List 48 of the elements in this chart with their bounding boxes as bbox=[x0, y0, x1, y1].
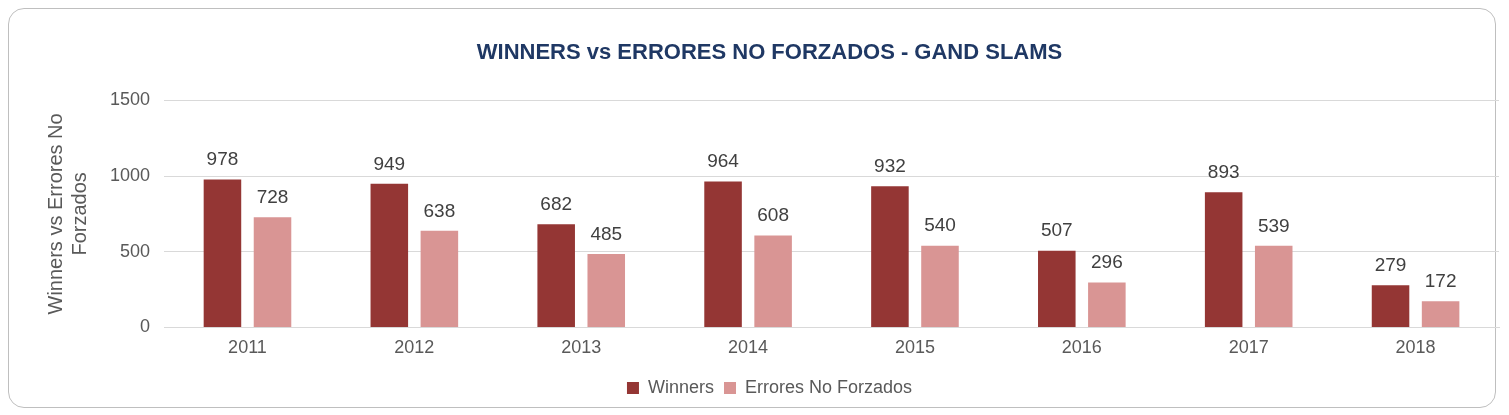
data-label: 964 bbox=[707, 150, 740, 172]
data-label: 949 bbox=[373, 152, 406, 174]
bar bbox=[704, 181, 742, 327]
bar bbox=[1254, 245, 1293, 327]
bar bbox=[1371, 285, 1410, 327]
bar bbox=[1421, 301, 1460, 327]
data-label: 682 bbox=[540, 192, 573, 214]
bar bbox=[253, 217, 292, 327]
x-tick-label: 2012 bbox=[394, 337, 435, 358]
data-label: 728 bbox=[256, 185, 289, 207]
legend-label: Winners bbox=[647, 376, 714, 397]
chart-title: WINNERS vs ERRORES NO FORZADOS - GAND SLAMS bbox=[476, 39, 1063, 65]
x-tick-label: 2013 bbox=[561, 337, 602, 358]
data-label: 485 bbox=[590, 222, 623, 244]
data-label: 539 bbox=[1257, 214, 1290, 236]
x-tick-label: 2014 bbox=[728, 337, 769, 358]
bar bbox=[871, 186, 909, 327]
data-label: 638 bbox=[423, 199, 456, 221]
data-label: 932 bbox=[874, 155, 906, 177]
x-tick-label: 2015 bbox=[894, 337, 935, 358]
x-tick-label: 2016 bbox=[1061, 337, 1102, 358]
bar bbox=[203, 179, 242, 327]
bar bbox=[587, 254, 626, 327]
data-label: 893 bbox=[1207, 160, 1240, 182]
y-tick-label: 0 bbox=[140, 316, 151, 337]
y-axis-title: Winners vs Errores No Forzados bbox=[43, 113, 90, 315]
legend-label: Errores No Forzados bbox=[744, 376, 913, 397]
y-tick-label: 500 bbox=[120, 240, 151, 261]
data-label: 507 bbox=[1040, 219, 1073, 241]
y-tick-label: 1500 bbox=[110, 89, 151, 110]
bar bbox=[754, 235, 792, 327]
x-tick-label: 2018 bbox=[1395, 337, 1436, 358]
x-tick-label: 2011 bbox=[228, 337, 267, 358]
data-label: 540 bbox=[924, 214, 956, 236]
bar bbox=[537, 224, 575, 327]
bar bbox=[921, 245, 959, 327]
data-label: 296 bbox=[1091, 251, 1123, 273]
y-tick-label: 1000 bbox=[110, 165, 151, 186]
x-tick-label: 2017 bbox=[1228, 337, 1269, 358]
bar bbox=[1038, 250, 1076, 327]
bar bbox=[420, 230, 459, 327]
bar bbox=[1088, 282, 1126, 327]
data-label: 608 bbox=[757, 204, 789, 226]
bar bbox=[370, 183, 409, 327]
bar bbox=[1204, 192, 1243, 327]
data-label: 172 bbox=[1424, 270, 1457, 292]
data-label: 978 bbox=[206, 148, 239, 170]
data-label: 279 bbox=[1374, 253, 1407, 275]
